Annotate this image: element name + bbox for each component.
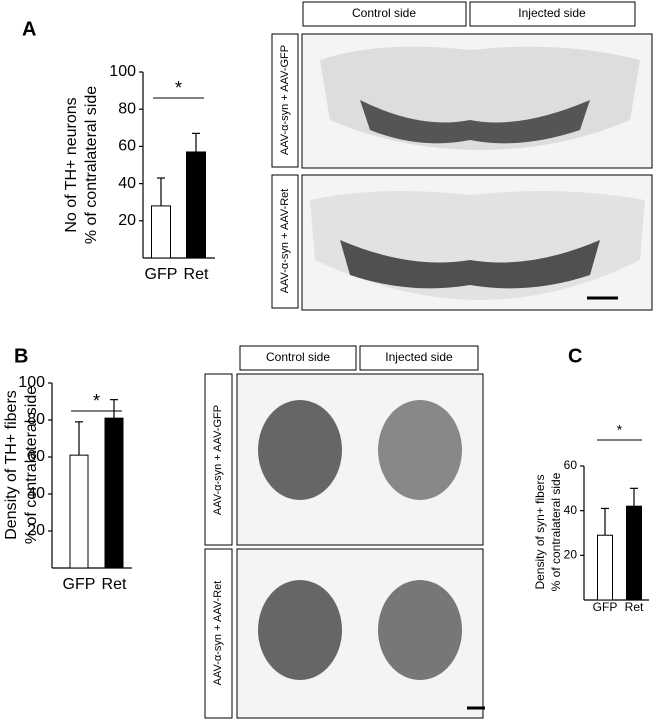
y-tick-label: 60 bbox=[118, 138, 136, 155]
bar bbox=[597, 534, 613, 601]
y-axis-label: % of contralateral side bbox=[549, 472, 563, 591]
y-axis-label: Density of syn+ fibers bbox=[533, 474, 547, 589]
row-box bbox=[204, 373, 233, 546]
x-tick-label: GFP bbox=[145, 266, 178, 283]
bar bbox=[69, 454, 89, 569]
y-tick-label: 40 bbox=[27, 485, 45, 502]
bar bbox=[151, 205, 171, 259]
column-box bbox=[302, 1, 467, 27]
y-tick-label: 20 bbox=[118, 212, 136, 229]
y-tick-label: 100 bbox=[18, 374, 45, 391]
tissue-dark bbox=[378, 580, 462, 680]
x-tick-label: GFP bbox=[63, 576, 96, 593]
column-box bbox=[359, 345, 479, 371]
column-label: Control side bbox=[352, 6, 416, 20]
y-axis-label: % of contralateral side bbox=[83, 86, 100, 244]
bar bbox=[186, 151, 206, 259]
y-tick-label: 80 bbox=[27, 411, 45, 428]
row-box bbox=[204, 548, 233, 719]
row-box bbox=[271, 33, 299, 168]
tissue-dark bbox=[340, 240, 600, 289]
column-label: Injected side bbox=[385, 350, 453, 364]
y-tick-label: 60 bbox=[27, 448, 45, 465]
bar bbox=[626, 505, 642, 601]
y-axis-label: No of TH+ neurons bbox=[63, 97, 80, 232]
y-tick-label: 20 bbox=[564, 548, 578, 562]
y-axis-label: Density of TH+ fibers bbox=[3, 390, 20, 540]
x-tick-label: Ret bbox=[625, 600, 644, 614]
row-label: AAV-α-syn + AAV-Ret bbox=[212, 581, 224, 686]
x-tick-label: Ret bbox=[102, 576, 127, 593]
panel-label: C bbox=[568, 345, 582, 367]
y-tick-label: 40 bbox=[118, 175, 136, 192]
tissue-dark bbox=[360, 100, 590, 144]
x-tick-label: Ret bbox=[184, 266, 209, 283]
y-tick-label: 20 bbox=[27, 522, 45, 539]
significance-star: * bbox=[175, 78, 182, 98]
y-tick-label: 60 bbox=[564, 458, 578, 472]
y-tick-label: 80 bbox=[118, 100, 136, 117]
panel-label: B bbox=[14, 345, 28, 367]
y-axis-label: % of contralateral side bbox=[23, 386, 40, 544]
column-label: Control side bbox=[266, 350, 330, 364]
row-label: AAV-α-syn + AAV-Ret bbox=[279, 189, 291, 294]
panel-label: A bbox=[22, 18, 36, 40]
significance-star: * bbox=[93, 391, 100, 411]
column-box bbox=[469, 1, 636, 27]
significance-star: * bbox=[617, 422, 623, 438]
y-tick-label: 40 bbox=[564, 503, 578, 517]
tissue-dark bbox=[258, 580, 342, 680]
row-label: AAV-α-syn + AAV-GFP bbox=[279, 45, 291, 155]
tissue-dark bbox=[378, 400, 462, 500]
row-box bbox=[271, 174, 299, 309]
row-label: AAV-α-syn + AAV-GFP bbox=[212, 405, 224, 515]
column-box bbox=[239, 345, 357, 371]
tissue-dark bbox=[258, 400, 342, 500]
column-label: Injected side bbox=[518, 6, 586, 20]
y-tick-label: 100 bbox=[109, 63, 136, 80]
x-tick-label: GFP bbox=[593, 600, 618, 614]
bar bbox=[104, 417, 124, 569]
